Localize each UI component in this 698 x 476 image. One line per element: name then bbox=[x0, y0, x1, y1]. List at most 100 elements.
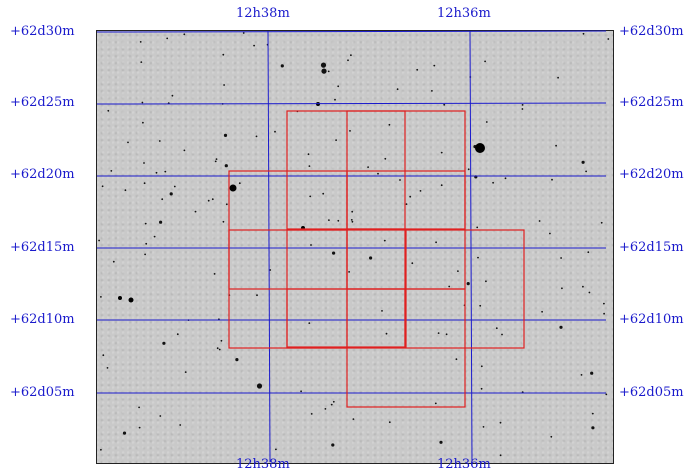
star bbox=[347, 59, 349, 62]
star bbox=[224, 164, 228, 168]
star bbox=[211, 198, 214, 201]
star bbox=[551, 178, 553, 181]
star bbox=[381, 310, 383, 312]
star bbox=[409, 195, 412, 198]
star bbox=[607, 38, 610, 40]
star bbox=[300, 390, 302, 393]
star bbox=[321, 68, 327, 74]
star bbox=[215, 158, 218, 161]
star bbox=[238, 182, 241, 185]
star bbox=[561, 287, 563, 290]
star bbox=[124, 189, 127, 192]
star bbox=[492, 181, 494, 184]
star bbox=[352, 418, 355, 420]
star bbox=[275, 448, 277, 451]
star bbox=[396, 88, 399, 91]
star bbox=[457, 270, 459, 272]
dec-label-right-6210: +62d10m bbox=[619, 312, 684, 327]
star bbox=[320, 62, 327, 68]
star bbox=[585, 170, 587, 173]
star bbox=[171, 94, 174, 97]
dec-label-left-6220: +62d20m bbox=[10, 167, 75, 182]
star bbox=[139, 41, 142, 43]
footprint-tiles bbox=[228, 110, 525, 408]
star bbox=[145, 242, 148, 245]
star bbox=[331, 443, 335, 447]
star bbox=[443, 103, 446, 106]
star bbox=[332, 251, 336, 255]
star bbox=[166, 37, 169, 40]
star bbox=[214, 160, 217, 163]
star bbox=[324, 408, 327, 410]
star bbox=[582, 285, 584, 288]
star bbox=[377, 172, 379, 175]
dec-label-right-6220: +62d20m bbox=[619, 167, 684, 182]
ra-grid-line bbox=[469, 30, 473, 463]
star bbox=[138, 406, 141, 409]
star bbox=[550, 435, 553, 438]
star bbox=[521, 104, 524, 106]
bright-star bbox=[475, 143, 485, 153]
star bbox=[467, 168, 470, 171]
star bbox=[600, 221, 603, 224]
star bbox=[159, 220, 163, 224]
star bbox=[580, 374, 583, 376]
star bbox=[138, 426, 141, 429]
star bbox=[466, 282, 470, 286]
star bbox=[218, 348, 221, 351]
star bbox=[183, 33, 186, 36]
star bbox=[223, 84, 226, 86]
star bbox=[499, 421, 502, 424]
star bbox=[269, 269, 272, 271]
star bbox=[591, 426, 595, 430]
star bbox=[399, 179, 401, 181]
star bbox=[521, 108, 524, 110]
star bbox=[416, 68, 419, 71]
star bbox=[385, 332, 388, 335]
star bbox=[255, 135, 258, 138]
star bbox=[110, 170, 113, 172]
footprint-tile bbox=[346, 110, 466, 230]
star bbox=[603, 312, 605, 315]
star bbox=[350, 54, 352, 57]
star bbox=[477, 256, 479, 259]
star bbox=[582, 32, 585, 35]
star bbox=[225, 203, 228, 206]
dec-label-left-6205: +62d05m bbox=[10, 385, 75, 400]
star bbox=[220, 339, 223, 342]
star bbox=[330, 403, 333, 406]
star bbox=[351, 220, 354, 223]
star bbox=[235, 358, 239, 362]
bright-star bbox=[229, 184, 237, 192]
star bbox=[476, 226, 479, 229]
star bbox=[448, 285, 451, 288]
star bbox=[179, 424, 182, 426]
star bbox=[431, 90, 433, 92]
dec-label-left-6225: +62d25m bbox=[10, 95, 75, 110]
star bbox=[484, 60, 486, 63]
ra-label-bottom-1238: 12h38m bbox=[236, 457, 290, 472]
star bbox=[388, 123, 391, 126]
star bbox=[98, 239, 100, 242]
star bbox=[169, 192, 173, 196]
star bbox=[256, 383, 263, 389]
dec-label-right-6205: +62d05m bbox=[619, 385, 684, 400]
star bbox=[100, 296, 102, 298]
ra-label-bottom-1236: 12h36m bbox=[437, 457, 491, 472]
star bbox=[332, 400, 335, 403]
star bbox=[435, 241, 437, 244]
bright-star bbox=[128, 297, 134, 303]
star bbox=[590, 371, 594, 375]
star bbox=[101, 185, 104, 188]
star bbox=[328, 219, 330, 222]
star bbox=[434, 402, 437, 405]
star bbox=[349, 130, 351, 132]
dec-grid-line bbox=[96, 102, 607, 105]
star bbox=[100, 448, 102, 451]
star bbox=[495, 327, 498, 330]
star bbox=[173, 185, 176, 188]
star bbox=[555, 144, 557, 147]
star bbox=[538, 220, 541, 222]
star bbox=[337, 219, 340, 222]
